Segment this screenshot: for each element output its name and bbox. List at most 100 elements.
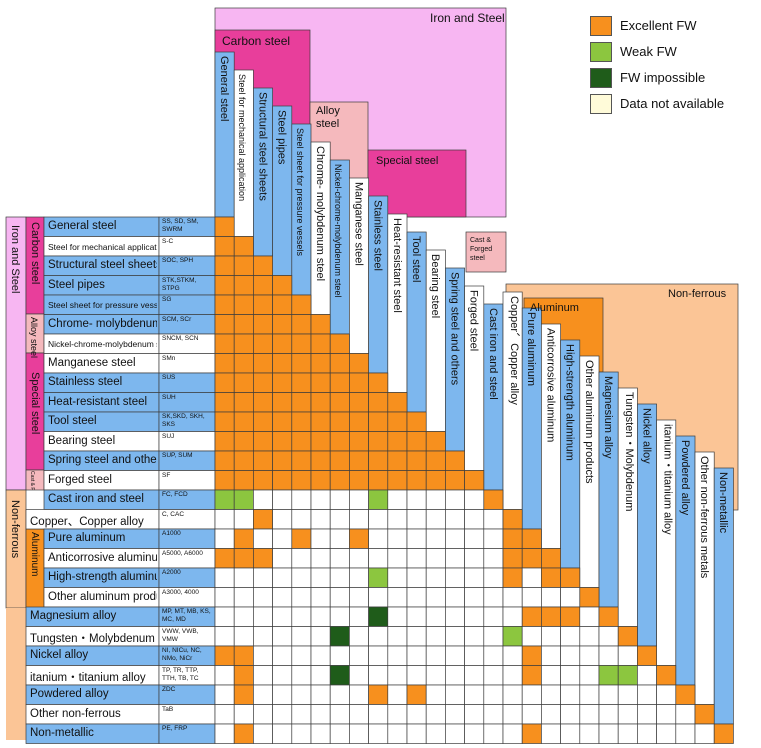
matrix-cell	[425, 626, 446, 647]
matrix-cell	[541, 684, 561, 705]
legend-swatch	[590, 68, 612, 88]
matrix-cell	[521, 704, 542, 725]
matrix-cell	[694, 704, 715, 725]
group-label-carbon-steel-left: Carbon steel	[29, 222, 41, 285]
matrix-cell	[272, 431, 293, 452]
row-code: S-C	[162, 237, 174, 245]
matrix-cell	[214, 645, 235, 666]
matrix-cell	[310, 392, 331, 413]
row-label: Heat-resistant steel	[48, 395, 148, 408]
matrix-cell	[233, 645, 254, 666]
matrix-cell	[233, 665, 254, 686]
matrix-cell	[272, 665, 293, 686]
row-label: High-strength aluminum	[48, 571, 157, 583]
matrix-cell	[387, 431, 408, 452]
matrix-cell	[387, 626, 408, 647]
row-label: Magnesium alloy	[30, 610, 117, 622]
row-label: General steel	[48, 220, 117, 232]
matrix-cell	[560, 626, 581, 647]
row-code: SOC, SPH	[162, 257, 194, 264]
matrix-cell	[483, 704, 504, 725]
group-label-alloy-steel-left: Alloy steel	[29, 317, 39, 359]
column-label: Anticorrosive aluminum	[544, 328, 557, 443]
matrix-cell	[310, 665, 331, 686]
matrix-cell	[406, 431, 427, 452]
matrix-cell	[368, 723, 389, 744]
row-label: Non-metallic	[30, 727, 94, 739]
matrix-cell	[253, 548, 273, 569]
matrix-cell	[329, 723, 350, 744]
matrix-cell	[541, 587, 561, 608]
matrix-cell	[233, 548, 254, 569]
matrix-cell	[214, 489, 235, 510]
matrix-cell	[329, 626, 350, 647]
matrix-cell	[464, 587, 485, 608]
matrix-cell	[272, 470, 293, 491]
group-label-cast-forged-left: Cast & Forged steel	[29, 471, 35, 490]
matrix-cell	[214, 704, 235, 725]
matrix-cell	[329, 411, 350, 432]
matrix-cell	[445, 450, 465, 471]
matrix-cell	[445, 509, 465, 530]
matrix-cell	[329, 372, 350, 393]
matrix-cell	[310, 606, 331, 627]
matrix-cell	[310, 626, 331, 647]
row-label: Nickel alloy	[30, 649, 89, 661]
matrix-cell	[560, 684, 581, 705]
matrix-cell	[368, 470, 389, 491]
matrix-cell	[329, 353, 350, 374]
matrix-cell	[368, 392, 389, 413]
matrix-cell	[349, 431, 369, 452]
matrix-cell	[291, 294, 312, 315]
matrix-cell	[445, 645, 465, 666]
matrix-cell	[272, 353, 293, 374]
matrix-cell	[272, 606, 293, 627]
matrix-cell	[214, 236, 235, 257]
matrix-cell	[445, 684, 465, 705]
matrix-cell	[368, 684, 389, 705]
matrix-cell	[214, 528, 235, 549]
matrix-cell	[349, 450, 369, 471]
column-label: Nickel-chrome-molybdenum steel	[333, 164, 344, 298]
matrix-cell	[368, 587, 389, 608]
matrix-cell	[214, 275, 235, 296]
matrix-cell	[253, 314, 273, 335]
matrix-cell	[425, 489, 446, 510]
matrix-cell	[521, 587, 542, 608]
matrix-cell	[387, 704, 408, 725]
matrix-cell	[502, 606, 523, 627]
matrix-cell	[368, 489, 389, 510]
matrix-cell	[272, 411, 293, 432]
matrix-cell	[214, 333, 235, 354]
matrix-cell	[579, 684, 600, 705]
matrix-cell	[233, 489, 254, 510]
matrix-cell	[445, 489, 465, 510]
matrix-cell	[445, 548, 465, 569]
matrix-cell	[233, 275, 254, 296]
matrix-cell	[291, 489, 312, 510]
matrix-cell	[406, 528, 427, 549]
matrix-cell	[617, 626, 638, 647]
matrix-cell	[272, 275, 293, 296]
matrix-cell	[233, 333, 254, 354]
matrix-cell	[310, 333, 331, 354]
row-code: SUS	[162, 374, 176, 381]
matrix-cell	[425, 567, 446, 588]
matrix-cell	[464, 704, 485, 725]
matrix-cell	[310, 567, 331, 588]
column-label: Spring steel and others	[448, 272, 461, 386]
matrix-cell	[272, 567, 293, 588]
matrix-cell	[349, 665, 369, 686]
matrix-cell	[253, 489, 273, 510]
matrix-cell	[387, 509, 408, 530]
matrix-cell	[406, 470, 427, 491]
matrix-cell	[349, 372, 369, 393]
matrix-cell	[483, 645, 504, 666]
matrix-cell	[272, 587, 293, 608]
row-label: Bearing steel	[48, 434, 116, 447]
matrix-cell	[272, 684, 293, 705]
matrix-cell	[349, 548, 369, 569]
row-code: SUP, SUM	[162, 452, 193, 459]
matrix-cell	[637, 645, 657, 666]
